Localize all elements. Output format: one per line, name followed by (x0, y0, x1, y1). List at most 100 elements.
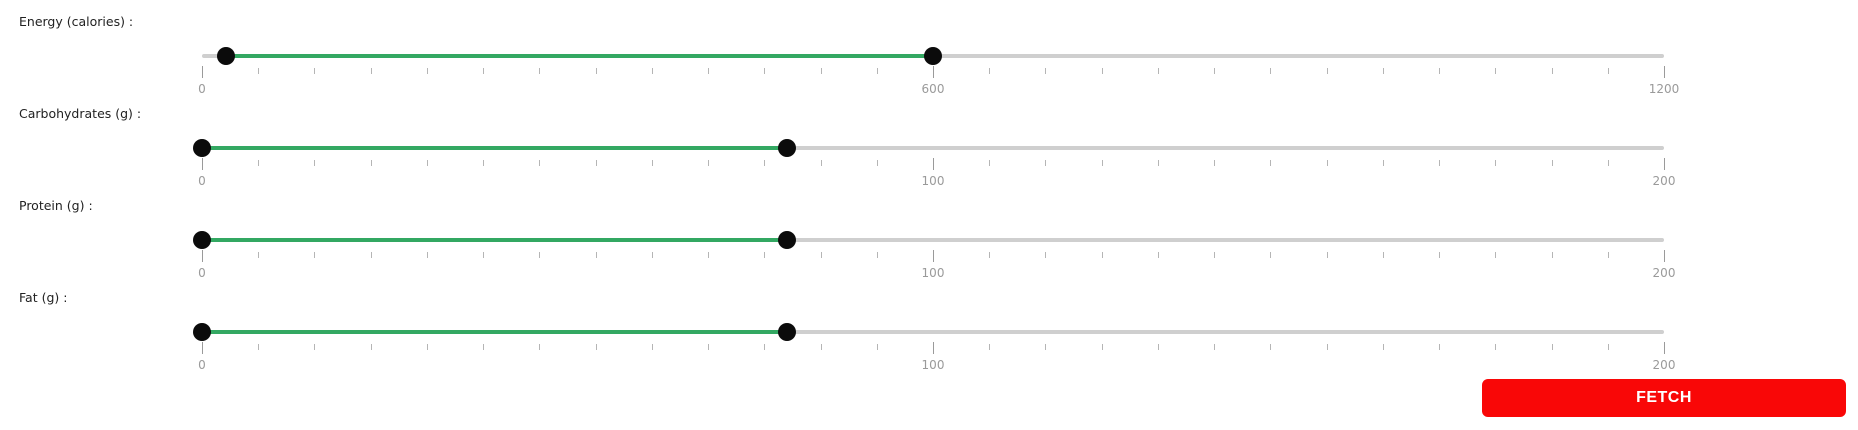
fat-tick-mark (483, 344, 485, 350)
carbohydrates-tick-label-mid: 100 (921, 174, 945, 188)
protein-slider-range-fill (202, 238, 787, 242)
energy-tick-mark (764, 68, 766, 74)
fat-tick-label-mid: 100 (921, 358, 945, 372)
carbohydrates-tick-mark (1157, 160, 1159, 166)
energy-tick-mark (202, 66, 203, 78)
fat-tick-mark (1664, 342, 1665, 354)
fat-slider-track[interactable] (193, 323, 1664, 341)
energy-tick-mark (1664, 66, 1665, 78)
fat-slider-label: Fat (g) : (19, 290, 68, 305)
protein-tick-mark (1382, 252, 1384, 258)
carbohydrates-tick-mark (202, 158, 203, 170)
carbohydrates-tick-mark (1607, 160, 1609, 166)
energy-slider-track[interactable] (202, 47, 1664, 65)
carbohydrates-tick-mark (933, 158, 934, 170)
energy-tick-mark (370, 68, 372, 74)
protein-tick-mark (708, 252, 710, 258)
fetch-button[interactable]: FETCH (1482, 379, 1846, 417)
energy-tick-mark (1382, 68, 1384, 74)
fat-slider-range-fill (202, 330, 787, 334)
carbohydrates-slider-max-handle[interactable] (777, 139, 796, 157)
carbohydrates-tick-mark (1101, 160, 1103, 166)
carbohydrates-slider-group: Carbohydrates (g) : 0 100 200 (0, 92, 1858, 188)
carbohydrates-tick-label-min: 0 (198, 174, 206, 188)
fat-tick-mark (595, 344, 597, 350)
carbohydrates-tick-mark (651, 160, 653, 166)
energy-slider-min-handle[interactable] (217, 47, 236, 65)
carbohydrates-tick-mark (1214, 160, 1216, 166)
energy-slider-max-handle[interactable] (924, 47, 942, 65)
energy-tick-mark (258, 68, 260, 74)
carbohydrates-tick-mark (876, 160, 878, 166)
fat-tick-mark (1495, 344, 1497, 350)
protein-slider-min-handle[interactable] (193, 231, 211, 249)
carbohydrates-tick-mark (483, 160, 485, 166)
protein-tick-mark (202, 250, 203, 262)
protein-tick-mark (1495, 252, 1497, 258)
fat-slider-min-handle[interactable] (193, 323, 211, 341)
protein-tick-mark (933, 250, 934, 262)
carbohydrates-tick-mark (1045, 160, 1047, 166)
energy-tick-mark (933, 66, 934, 78)
fat-tick-mark (1551, 344, 1553, 350)
carbohydrates-tick-mark (820, 160, 822, 166)
fat-tick-mark (539, 344, 541, 350)
energy-tick-mark (1214, 68, 1216, 74)
carbohydrates-slider-min-handle[interactable] (193, 139, 211, 157)
fat-tick-label-min: 0 (198, 358, 206, 372)
fat-tick-mark (1045, 344, 1047, 350)
protein-tick-mark (539, 252, 541, 258)
fat-slider-max-handle[interactable] (777, 323, 796, 341)
energy-tick-mark (314, 68, 316, 74)
protein-slider-track[interactable] (193, 231, 1664, 249)
protein-tick-mark (1157, 252, 1159, 258)
carbohydrates-tick-mark (1382, 160, 1384, 166)
energy-tick-mark (989, 68, 991, 74)
carbohydrates-tick-mark (1326, 160, 1328, 166)
energy-slider-group: Energy (calories) : 0 600 1200 (0, 0, 1858, 96)
protein-slider-group: Protein (g) : 0 100 200 (0, 184, 1858, 280)
energy-tick-mark (1270, 68, 1272, 74)
energy-tick-label-mid: 600 (921, 82, 945, 96)
energy-tick-mark (876, 68, 878, 74)
protein-tick-mark (820, 252, 822, 258)
energy-tick-mark (1495, 68, 1497, 74)
protein-tick-mark (1664, 250, 1665, 262)
energy-tick-mark (1101, 68, 1103, 74)
protein-tick-mark (651, 252, 653, 258)
energy-tick-mark (539, 68, 541, 74)
energy-tick-mark (1157, 68, 1159, 74)
protein-tick-label-mid: 100 (921, 266, 945, 280)
protein-tick-mark (314, 252, 316, 258)
carbohydrates-tick-label-max: 200 (1652, 174, 1676, 188)
fat-tick-mark (1270, 344, 1272, 350)
energy-tick-mark (483, 68, 485, 74)
fat-tick-mark (876, 344, 878, 350)
carbohydrates-tick-mark (708, 160, 710, 166)
fat-tick-mark (1607, 344, 1609, 350)
energy-tick-mark (1551, 68, 1553, 74)
carbohydrates-slider-track[interactable] (193, 139, 1664, 157)
fat-tick-mark (1214, 344, 1216, 350)
carbohydrates-tick-mark (764, 160, 766, 166)
fat-tick-mark (1439, 344, 1441, 350)
carbohydrates-slider-label: Carbohydrates (g) : (19, 106, 142, 121)
protein-tick-mark (1045, 252, 1047, 258)
carbohydrates-tick-mark (1270, 160, 1272, 166)
protein-tick-mark (426, 252, 428, 258)
fat-tick-mark (1326, 344, 1328, 350)
protein-tick-mark (595, 252, 597, 258)
protein-tick-mark (483, 252, 485, 258)
energy-tick-mark (1607, 68, 1609, 74)
protein-tick-mark (370, 252, 372, 258)
protein-tick-mark (1551, 252, 1553, 258)
fat-tick-mark (820, 344, 822, 350)
fat-tick-mark (426, 344, 428, 350)
fat-tick-mark (989, 344, 991, 350)
protein-tick-mark (1439, 252, 1441, 258)
fat-tick-mark (651, 344, 653, 350)
protein-slider-max-handle[interactable] (777, 231, 796, 249)
energy-tick-mark (426, 68, 428, 74)
energy-tick-label-max: 1200 (1648, 82, 1680, 96)
